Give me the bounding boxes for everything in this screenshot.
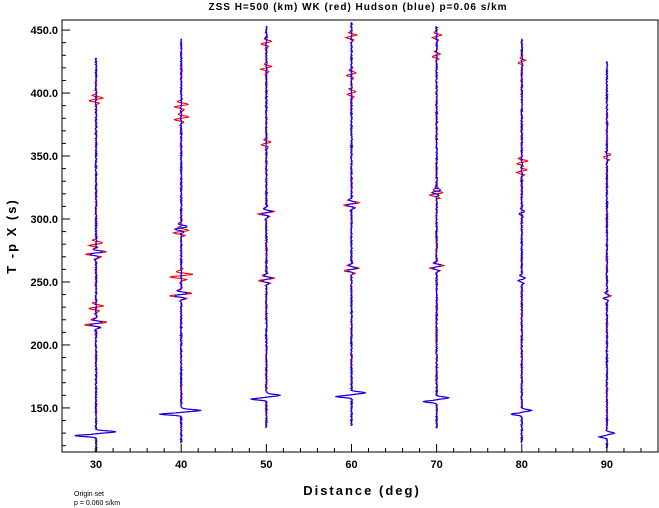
y-tick-label: 400.0 <box>30 88 58 100</box>
footnote-origin: Origin set <box>74 491 104 498</box>
x-tick-label: 70 <box>431 459 443 471</box>
plot-frame <box>61 19 659 453</box>
y-tick-label: 350.0 <box>30 151 58 163</box>
x-axis: 30 40 50 60 70 80 90 <box>90 444 642 471</box>
y-tick-label: 200.0 <box>30 340 58 352</box>
y-axis-label: T -p X (s) <box>4 198 19 274</box>
x-tick-label: 40 <box>175 459 187 471</box>
x-axis-label: Distance (deg) <box>303 483 421 498</box>
y-tick-label: 250.0 <box>30 277 58 289</box>
x-tick-label: 80 <box>516 459 528 471</box>
trace-50-hudson <box>251 26 280 429</box>
x-tick-label: 50 <box>260 459 272 471</box>
trace-80-hudson <box>510 38 534 444</box>
x-tick-label: 30 <box>90 459 102 471</box>
footnote-p: p = 0.060 s/km <box>74 500 120 507</box>
y-tick-label: 300.0 <box>30 214 58 226</box>
chart-title: ZSS H=500 (km) WK (red) Hudson (blue) p=… <box>208 2 507 13</box>
trace-30-hudson <box>74 57 117 453</box>
x-tick-label: 90 <box>601 459 613 471</box>
trace-70-hudson <box>423 26 450 429</box>
trace-40-hudson <box>159 38 201 444</box>
trace-90-hudson <box>596 61 616 449</box>
trace-60-hudson <box>335 22 366 427</box>
y-tick-label: 450.0 <box>30 25 58 37</box>
trace-group <box>74 22 616 453</box>
y-tick-label: 150.0 <box>30 403 58 415</box>
y-axis: 150.0 200.0 250.0 300.0 350.0 400.0 450.0 <box>30 25 70 447</box>
x-tick-label: 60 <box>345 459 357 471</box>
